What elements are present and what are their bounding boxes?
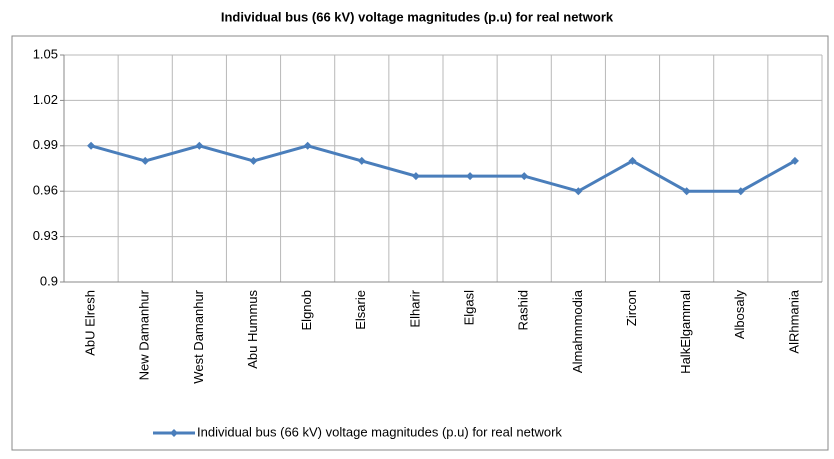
legend-marker — [170, 429, 178, 437]
y-tick-label: 0.93 — [33, 228, 58, 243]
legend-label: Individual bus (66 kV) voltage magnitude… — [197, 424, 562, 439]
point-marker — [682, 187, 691, 196]
x-tick-label: New Damanhur — [137, 289, 152, 380]
y-tick-label: 0.99 — [33, 137, 58, 152]
point-marker — [195, 141, 204, 150]
x-tick-label: Albosaly — [732, 290, 747, 340]
x-tick-label: Elgasl — [462, 290, 477, 326]
x-tick-label: Elgnob — [299, 290, 314, 330]
point-marker — [520, 172, 529, 181]
point-marker — [141, 156, 150, 165]
point-marker — [736, 187, 745, 196]
point-marker — [87, 141, 96, 150]
x-tick-label: Zircon — [624, 290, 639, 326]
x-tick-label: AlRhmania — [786, 289, 801, 353]
chart-title: Individual bus (66 kV) voltage magnitude… — [221, 9, 614, 24]
series-line — [90, 144, 796, 193]
chart-frame — [11, 35, 829, 451]
y-tick-label: 0.9 — [40, 273, 58, 288]
x-tick-label: Almahmmodia — [570, 289, 585, 373]
y-tick-label: 0.96 — [33, 183, 58, 198]
y-tick-label: 1.02 — [33, 92, 58, 107]
x-tick-label: Rashid — [516, 290, 531, 330]
x-tick-label: Elharir — [407, 289, 422, 327]
point-marker — [466, 172, 475, 181]
x-tick-label: West Damanhur — [191, 289, 206, 383]
point-marker — [790, 156, 799, 165]
x-tick-label: AbU Elresh — [83, 290, 98, 356]
x-tick-label: Elsarie — [353, 290, 368, 330]
point-marker — [303, 141, 312, 150]
point-marker — [574, 187, 583, 196]
x-tick-label: Abu Hummus — [245, 290, 260, 369]
point-marker — [249, 156, 258, 165]
point-marker — [628, 156, 637, 165]
point-marker — [357, 156, 366, 165]
y-tick-label: 1.05 — [33, 46, 58, 61]
x-tick-label: HalkElgammal — [678, 290, 693, 374]
point-marker — [411, 172, 420, 181]
